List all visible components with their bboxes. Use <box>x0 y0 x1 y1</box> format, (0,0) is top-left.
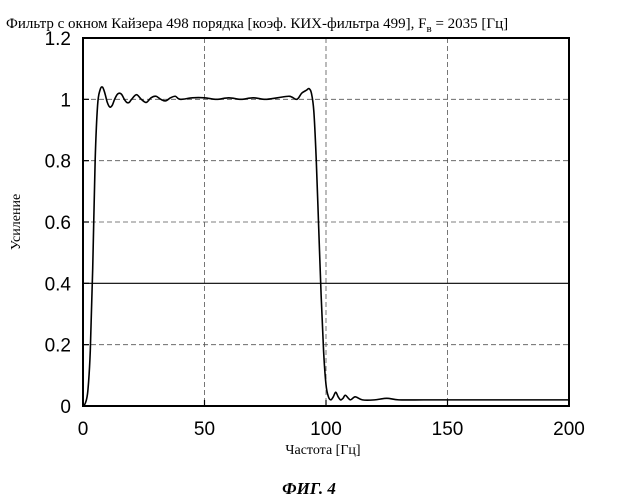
y-tick-label-6: 1.2 <box>45 29 71 50</box>
x-tick-label-3: 150 <box>432 419 464 440</box>
y-tick-label-1: 0.2 <box>45 336 71 357</box>
y-tick-label-3: 0.6 <box>45 213 71 234</box>
x-tick-label-1: 50 <box>194 419 215 440</box>
y-axis-label: Усиление <box>9 194 24 250</box>
chart-title-tail: = 2035 [Гц] <box>432 16 508 32</box>
x-axis-label: Частота [Гц] <box>285 443 360 458</box>
x-tick-labels: 0 50 100 150 200 <box>78 419 585 440</box>
x-tick-label-2: 100 <box>310 419 342 440</box>
y-tick-labels: 0 0.2 0.4 0.6 0.8 1 1.2 <box>45 29 72 418</box>
grid <box>83 38 569 406</box>
y-tick-label-0: 0 <box>60 397 71 418</box>
y-tick-label-4: 0.8 <box>45 152 71 173</box>
y-tick-label-2: 0.4 <box>45 274 72 295</box>
y-tick-label-5: 1 <box>60 90 71 111</box>
x-tick-label-0: 0 <box>78 419 89 440</box>
chart-title: Фильтр с окном Кайзера 498 порядка [коэф… <box>6 16 508 35</box>
x-tick-label-4: 200 <box>553 419 585 440</box>
figure-caption: ФИГ. 4 <box>282 479 336 498</box>
